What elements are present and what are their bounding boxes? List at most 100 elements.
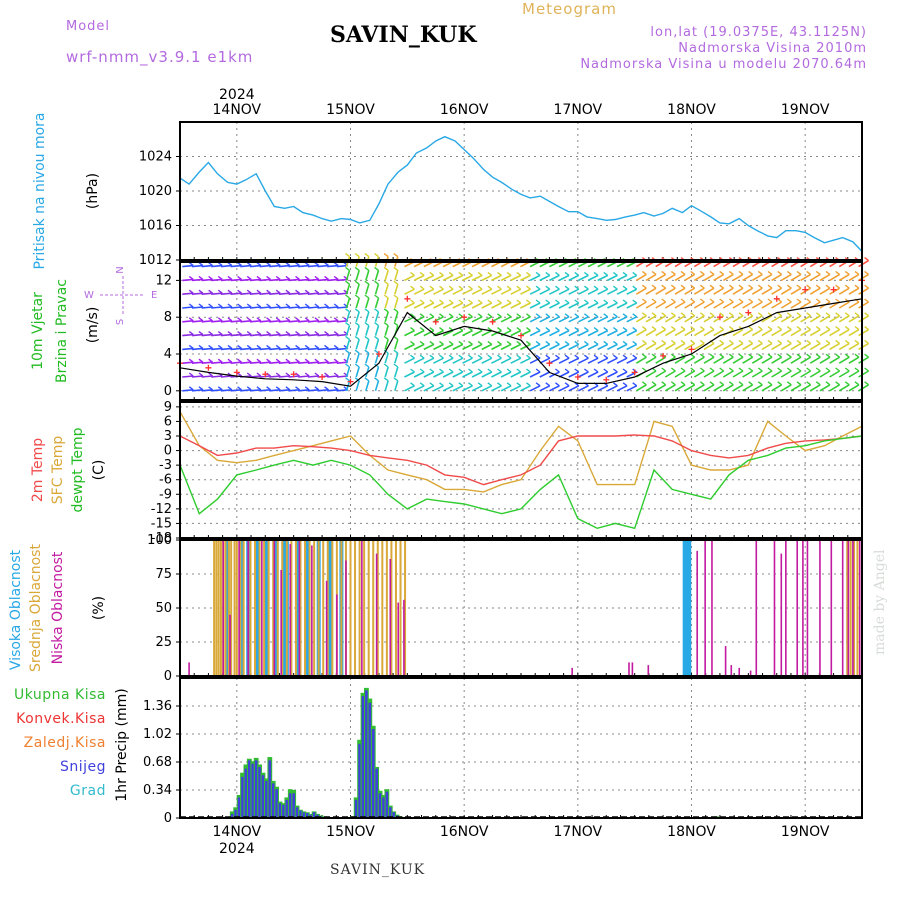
- wind-barb: [269, 306, 281, 309]
- wind-barb: [211, 389, 223, 392]
- wind-barb-flag: [429, 340, 435, 345]
- cloud-mid-bar: [254, 540, 257, 676]
- wind-barb-flag: [246, 289, 252, 294]
- wind-barb: [433, 343, 444, 351]
- temperature-frame: [179, 401, 863, 539]
- wind-barb: [674, 273, 686, 282]
- wind-barb-flag: [285, 262, 291, 267]
- wind-barb: [549, 302, 560, 309]
- wind-barb-flag: [661, 298, 667, 303]
- wind-gust-marker: [290, 371, 297, 378]
- wind-barb-flag: [246, 303, 252, 308]
- wind-barb-flag: [796, 284, 802, 289]
- wind-barb: [635, 273, 647, 282]
- wind-gust-marker: [205, 364, 212, 371]
- wind-barb: [452, 385, 464, 392]
- wind-barb: [664, 384, 676, 392]
- wind-barb-flag: [535, 382, 541, 387]
- wind-barb: [780, 315, 792, 323]
- wind-barb: [529, 343, 541, 351]
- wind-barb: [539, 357, 551, 364]
- wind-barb: [742, 287, 754, 295]
- wind-barb-flag: [699, 270, 705, 275]
- wind-gust-marker: [404, 295, 411, 302]
- wind-barb: [800, 301, 812, 309]
- wind-barb: [713, 273, 725, 282]
- wind-barb-flag: [217, 358, 223, 363]
- cloud-low-title: Niska Oblacnost: [50, 551, 66, 664]
- wind-barb: [433, 371, 444, 378]
- footer-station: SAVIN_KUK: [330, 862, 426, 878]
- wind-barb: [626, 357, 638, 364]
- wind-barb-flag: [545, 354, 551, 359]
- wind-barb-flag: [256, 303, 262, 308]
- precip-snow-bar: [282, 804, 285, 818]
- wind-barb: [278, 320, 290, 323]
- wind-barb: [510, 288, 522, 295]
- wind-barb: [732, 301, 744, 309]
- wind-barb: [751, 370, 763, 378]
- wind-barb: [433, 357, 444, 364]
- wind-barb-flag: [757, 353, 763, 358]
- wind-barb-flag: [622, 285, 628, 290]
- cloud-mid-bar: [215, 540, 218, 676]
- temp-sfc-title: SFC Temp: [50, 436, 66, 505]
- cloud-mid-bar: [394, 540, 397, 676]
- wind-barb-flag: [680, 270, 686, 275]
- cloud-frame: [179, 539, 863, 677]
- wind-barb: [307, 320, 319, 323]
- wind-barb: [607, 302, 618, 309]
- wind-barb: [191, 278, 204, 282]
- wind-barb: [288, 264, 300, 268]
- wind-barb-flag: [256, 317, 262, 322]
- wind-barb-flag: [526, 368, 531, 373]
- wind-barb-flag: [266, 262, 271, 267]
- wind-barb: [374, 325, 380, 336]
- wind-barb: [269, 320, 281, 323]
- wind-barb: [597, 329, 609, 337]
- wind-barb-flag: [583, 327, 589, 332]
- wind-barb-flag: [680, 284, 686, 289]
- model-label: Model: [66, 19, 111, 34]
- wind-gust-marker: [546, 360, 553, 367]
- wind-barb: [345, 270, 351, 281]
- precip-snow-bar: [382, 797, 385, 818]
- wind-barb: [182, 320, 194, 323]
- wind-barb: [558, 357, 570, 364]
- cloud-low-bar: [749, 670, 752, 676]
- wind-barb: [240, 278, 252, 282]
- wind-barb: [722, 301, 734, 309]
- wind-barb: [780, 342, 792, 351]
- wind-barb-flag: [554, 340, 560, 345]
- wind-barb: [452, 357, 464, 364]
- wind-barb-flag: [304, 331, 310, 336]
- wind-barb-flag: [198, 262, 204, 267]
- model-altitude-text: Nadmorska Visina u modelu 2070.64m: [580, 57, 867, 72]
- wind-barb: [298, 320, 310, 323]
- wind-barb: [742, 384, 754, 392]
- wind-barb: [500, 343, 512, 351]
- wind-barb-flag: [777, 284, 783, 289]
- wind-barb: [404, 329, 415, 337]
- cloud-low-bar: [325, 580, 328, 676]
- wind-barb-flag: [477, 368, 483, 373]
- wind-barb-flag: [295, 275, 300, 280]
- wind-barb: [355, 366, 360, 378]
- wind-barb-flag: [458, 340, 464, 345]
- wind-barb-flag: [304, 372, 310, 377]
- wind-barb: [693, 328, 705, 337]
- cloud-low-bar: [229, 614, 231, 676]
- wind-barb: [462, 302, 473, 309]
- wind-barb-flag: [796, 298, 802, 303]
- wind-barb: [607, 316, 618, 323]
- wind-barb-flag: [796, 312, 802, 317]
- temperature-ytick-label: -3: [159, 458, 172, 473]
- wind-barb: [578, 371, 589, 378]
- wind-barb: [674, 370, 686, 378]
- wind-barb-flag: [285, 331, 291, 336]
- wind-barb-flag: [738, 326, 744, 331]
- wind-barb: [191, 347, 204, 351]
- wind-barb: [394, 297, 399, 309]
- wind-barb-flag: [304, 262, 310, 267]
- wind-barb-flag: [526, 299, 531, 304]
